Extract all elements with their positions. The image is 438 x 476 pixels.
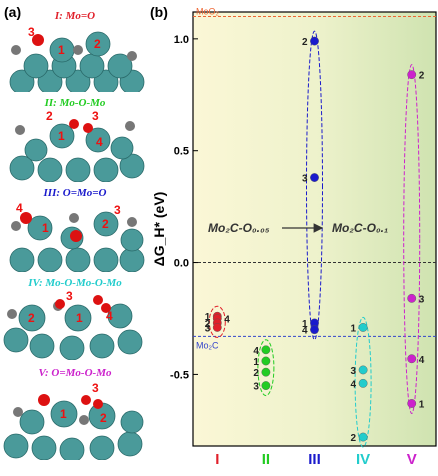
point-IV-site-4 (358, 378, 368, 388)
y-tick-label-3: -0.5 (170, 369, 189, 381)
point-label-V-1: 1 (419, 399, 425, 410)
x-category-label-II: II (262, 451, 270, 468)
reference-label-MoO2: MoO₂ (196, 6, 220, 16)
composition-annotation: Mo₂C-O₀.₀₅ Mo₂C-O₀.₁ (208, 221, 388, 235)
site-number-V-1: 1 (60, 407, 67, 421)
point-III-site-3 (310, 173, 319, 182)
point-label-I-3: 3 (205, 323, 211, 334)
point-label-IV-2: 2 (351, 433, 357, 444)
point-IV-site-3 (358, 365, 368, 375)
point-label-III-4: 4 (302, 326, 308, 337)
group-ellipse-II (257, 339, 275, 397)
site-number-I-2: 2 (94, 37, 101, 51)
structure-image-II: 1 2 3 4 (9, 110, 145, 182)
x-category-label-I: I (215, 451, 219, 468)
site-number-II-4: 4 (96, 135, 103, 149)
point-I-site-3 (212, 323, 222, 332)
site-number-V-3: 3 (92, 381, 99, 395)
site-number-I-3: 3 (28, 25, 35, 39)
x-category-label-IV: IV (356, 451, 370, 468)
point-IV-site-1 (358, 323, 368, 332)
point-label-V-3: 3 (419, 294, 425, 305)
structure-label-IV: IV: Mo-O-Mo-O-Mo (28, 277, 122, 289)
site-number-III-2: 2 (102, 217, 109, 231)
y-tick-label-1: 0.5 (174, 146, 189, 158)
y-tick-label-2: 0.0 (174, 258, 189, 270)
site-number-II-1: 1 (58, 129, 65, 143)
y-axis-label: ΔG_H* (eV) (151, 192, 167, 267)
structure-image-V: 1 2 3 (3, 381, 144, 460)
site-number-V-2: 2 (100, 411, 107, 425)
site-number-IV-4: 4 (106, 309, 113, 323)
structure-image-I: 1 2 3 (9, 25, 145, 92)
point-IV-site-2 (358, 432, 368, 442)
point-II-site-2 (261, 367, 271, 377)
annotation-from: Mo₂C-O₀.₀₅ (208, 221, 270, 235)
site-number-III-1: 1 (42, 221, 49, 235)
group-ellipse-III (306, 30, 323, 341)
y-tick-label-0: 1.0 (174, 34, 189, 46)
point-label-II-2: 2 (253, 368, 259, 379)
point-II-site-1 (261, 356, 271, 366)
site-number-III-4: 4 (16, 201, 23, 215)
point-label-IV-1: 1 (351, 323, 357, 334)
point-label-II-3: 3 (253, 382, 259, 393)
panel-a-label: (a) (4, 4, 22, 20)
point-III-site-4 (310, 325, 319, 335)
site-number-II-2: 2 (46, 110, 53, 123)
point-II-site-3 (261, 381, 271, 390)
point-V-site-3 (407, 293, 417, 303)
point-V-site-1 (407, 399, 417, 408)
x-category-label-V: V (407, 451, 417, 468)
point-label-V-4: 4 (419, 355, 425, 366)
structure-column: I: Mo=O 1 2 3 II: Mo-O-Mo 1 2 3 4 III: O… (0, 0, 150, 471)
site-number-IV-1: 1 (76, 311, 83, 325)
point-label-II-1: 1 (253, 357, 259, 368)
point-label-III-1: 1 (302, 319, 308, 330)
structure-label-I: I: Mo=O (54, 10, 96, 22)
point-label-I-1: 1 (205, 312, 211, 323)
group-ellipse-IV (354, 316, 372, 448)
point-label-IV-3: 3 (351, 366, 357, 377)
structure-image-IV: 1 2 3 4 (3, 290, 143, 360)
point-III-site-2 (310, 36, 319, 46)
group-ellipse-I (208, 305, 226, 338)
site-number-IV-2: 2 (28, 311, 35, 325)
site-number-IV-3: 3 (66, 290, 73, 303)
structure-label-III: III: O=Mo=O (43, 187, 107, 199)
panel-b-label: (b) (150, 4, 168, 20)
point-label-I-4: 4 (224, 314, 230, 325)
point-II-site-4 (261, 345, 271, 355)
annotation-to: Mo₂C-O₀.₁ (332, 221, 388, 235)
point-label-V-2: 2 (419, 71, 425, 82)
site-number-II-3: 3 (92, 110, 99, 123)
point-label-I-2: 2 (205, 319, 211, 330)
reference-label-Mo2C: Mo₂C (196, 340, 219, 350)
point-V-site-4 (407, 354, 417, 364)
x-category-label-III: III (308, 451, 321, 468)
structure-label-II: II: Mo-O-Mo (44, 97, 106, 109)
structure-image-III: 1 2 3 4 (9, 201, 145, 272)
group-ellipse-V (403, 64, 421, 414)
point-label-II-4: 4 (253, 346, 259, 357)
site-number-III-3: 3 (114, 203, 121, 217)
point-label-III-2: 2 (302, 37, 308, 48)
point-label-III-3: 3 (302, 174, 308, 185)
point-V-site-2 (407, 70, 417, 80)
site-number-I-1: 1 (58, 43, 65, 57)
point-label-IV-4: 4 (351, 379, 357, 390)
structure-label-V: V: O=Mo-O-Mo (38, 367, 112, 379)
